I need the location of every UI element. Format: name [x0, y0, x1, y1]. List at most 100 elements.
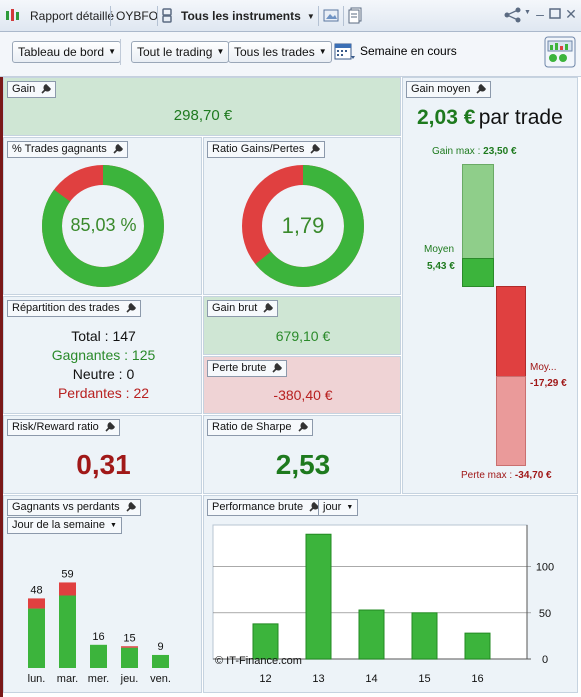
- gain-loss-ratio-panel-title: Ratio Gains/Pertes: [207, 141, 326, 158]
- minimize-icon[interactable]: –: [536, 6, 544, 22]
- win-bar: [121, 647, 138, 668]
- period-selector[interactable]: Semaine en cours: [360, 44, 457, 58]
- day-label: ven.: [150, 673, 171, 685]
- trades-filter-dropdown[interactable]: Tous les trades ▼: [228, 41, 332, 63]
- image-export-icon[interactable]: [323, 8, 339, 26]
- gross-gain-panel: Gain brut 679,10 €: [203, 296, 401, 355]
- donut-win-arc: [42, 165, 164, 287]
- gain-loss-ratio-donut: [242, 165, 364, 287]
- x-tick-label: 14: [365, 673, 377, 685]
- dashboard-dropdown[interactable]: Tableau de bord ▼: [12, 41, 122, 63]
- wrench-icon[interactable]: [40, 83, 53, 96]
- total-trades-value: 147: [112, 328, 136, 344]
- winning-trades-title-label: % Trades gagnants: [12, 143, 107, 155]
- tab-separator: [343, 6, 344, 26]
- donut-win-arc: [242, 165, 364, 287]
- dashboard-settings-icon[interactable]: [544, 36, 576, 71]
- wrench-icon[interactable]: [262, 302, 275, 315]
- performance-period-dropdown[interactable]: jour ▼: [318, 499, 359, 516]
- tab-account[interactable]: OYBFO: [116, 9, 159, 23]
- wrench-icon[interactable]: [104, 421, 117, 434]
- y-tick-label: 50: [539, 608, 551, 620]
- sharpe-ratio-title-label: Ratio de Sharpe: [212, 421, 292, 433]
- tab-instruments-label: Tous les instruments: [181, 9, 301, 23]
- win-vs-loss-panel-title: Gagnants vs perdants: [7, 499, 141, 516]
- performance-bar: [411, 612, 438, 660]
- neutral-trades-label: Neutre :: [72, 366, 123, 382]
- tab-instruments[interactable]: Tous les instruments ▼: [181, 4, 315, 28]
- gain-title-label: Gain: [12, 83, 36, 95]
- toolbar-separator: [120, 39, 121, 65]
- wrench-icon[interactable]: [297, 421, 310, 434]
- gross-performance-title-label: Performance brute: [212, 501, 304, 513]
- losing-trades-label: Perdantes :: [57, 385, 130, 401]
- title-bar: Rapport détaillé OYBFO Tous les instrume…: [0, 0, 581, 32]
- bar-total-label: 16: [92, 631, 104, 643]
- risk-reward-title-label: Risk/Reward ratio: [12, 421, 99, 433]
- winning-trades-row: Gagnantes : 125: [4, 347, 203, 363]
- chevron-down-icon: ▼: [108, 47, 117, 56]
- performance-bar: [358, 609, 385, 660]
- pin-icon[interactable]: [162, 8, 172, 24]
- y-tick-label: 100: [536, 562, 554, 574]
- gross-gain-title-label: Gain brut: [212, 302, 258, 314]
- gain-max-row: Gain max : 23,50 €: [432, 146, 517, 157]
- wrench-icon[interactable]: [271, 362, 284, 375]
- bar-total-label: 59: [61, 568, 73, 580]
- win-bar: [90, 644, 107, 668]
- day-label: jeu.: [120, 673, 139, 685]
- gain-loss-ratio-title-label: Ratio Gains/Pertes: [212, 143, 305, 155]
- average-gain-label: Moyen: [424, 244, 455, 255]
- maximize-icon[interactable]: [548, 7, 562, 21]
- neutral-trades-row: Neutre : 0: [4, 366, 203, 382]
- gross-performance-panel: Performance brute jour ▼ 0 50 100 12 13 14 15 1…: [203, 495, 578, 693]
- bar-total-label: 48: [30, 584, 42, 596]
- winning-trades-panel: % Trades gagnants 85,03 %: [3, 137, 202, 295]
- x-tick-label: 15: [418, 673, 430, 685]
- wrench-icon[interactable]: [112, 143, 125, 156]
- risk-reward-panel-title: Risk/Reward ratio: [7, 419, 120, 436]
- win-vs-loss-title-label: Gagnants vs perdants: [12, 501, 120, 513]
- background-window-edge: [0, 77, 3, 697]
- copyright-label: © IT-Finance.com: [215, 655, 302, 667]
- performance-bar: [252, 623, 279, 660]
- wrench-icon[interactable]: [308, 501, 321, 514]
- loss-max-value: -34,70 €: [514, 470, 552, 481]
- gross-performance-chart: 0 50 100 12 13 14 15 16 © IT-Finance.com: [212, 524, 554, 685]
- average-gain-value: 5,43 €: [427, 261, 455, 272]
- losing-trades-count: 22: [133, 385, 150, 401]
- loss-bar: [59, 582, 76, 596]
- day-label: lun.: [28, 673, 46, 685]
- calendar-icon[interactable]: [334, 42, 356, 65]
- average-gain-panel-title: Gain moyen: [406, 81, 492, 98]
- average-gain-title-label: Gain moyen: [411, 83, 471, 95]
- wrench-icon[interactable]: [125, 302, 138, 315]
- average-gain-headline-suffix: par trade: [478, 106, 563, 129]
- gross-gain-value: 679,10 €: [275, 328, 331, 344]
- losing-trades-row: Perdantes : 22: [4, 385, 203, 401]
- winning-trades-value: 85,03 %: [70, 215, 137, 235]
- win-vs-loss-chart: 48 lun. 59 mar. 16 mer. 15 jeu. 9 ven.: [28, 568, 171, 685]
- average-gain-bar: [462, 258, 494, 287]
- wrench-icon[interactable]: [475, 83, 488, 96]
- average-gain-headline: 2,03 € par trade: [417, 106, 563, 130]
- y-tick-label: 0: [542, 654, 548, 666]
- share-icon[interactable]: [504, 7, 522, 26]
- trading-filter-dropdown[interactable]: Tout le trading ▼: [131, 41, 230, 63]
- gross-performance-panel-title: Performance brute: [207, 499, 325, 516]
- gain-max-bar: [462, 164, 494, 259]
- tab-detailed-report[interactable]: Rapport détaillé: [30, 9, 115, 23]
- wrench-icon[interactable]: [125, 501, 138, 514]
- trade-distribution-panel: Répartition des trades Total : 147 Gagna…: [3, 296, 202, 414]
- gross-loss-panel-title: Perte brute: [207, 360, 288, 377]
- average-gain-headline-value: 2,03 €: [417, 106, 476, 129]
- wrench-icon[interactable]: [309, 143, 322, 156]
- share-chevron-icon[interactable]: ▼: [524, 9, 531, 16]
- grouping-dropdown[interactable]: Jour de la semaine ▼: [7, 517, 122, 534]
- win-vs-loss-panel: Gagnants vs perdants Jour de la semaine …: [3, 495, 202, 693]
- document-export-icon[interactable]: [348, 7, 363, 27]
- gain-max-label: Gain max :: [432, 146, 481, 157]
- dashboard-dropdown-label: Tableau de bord: [18, 45, 105, 59]
- close-icon[interactable]: ✕: [565, 6, 577, 22]
- winning-trades-label: Gagnantes :: [51, 347, 129, 363]
